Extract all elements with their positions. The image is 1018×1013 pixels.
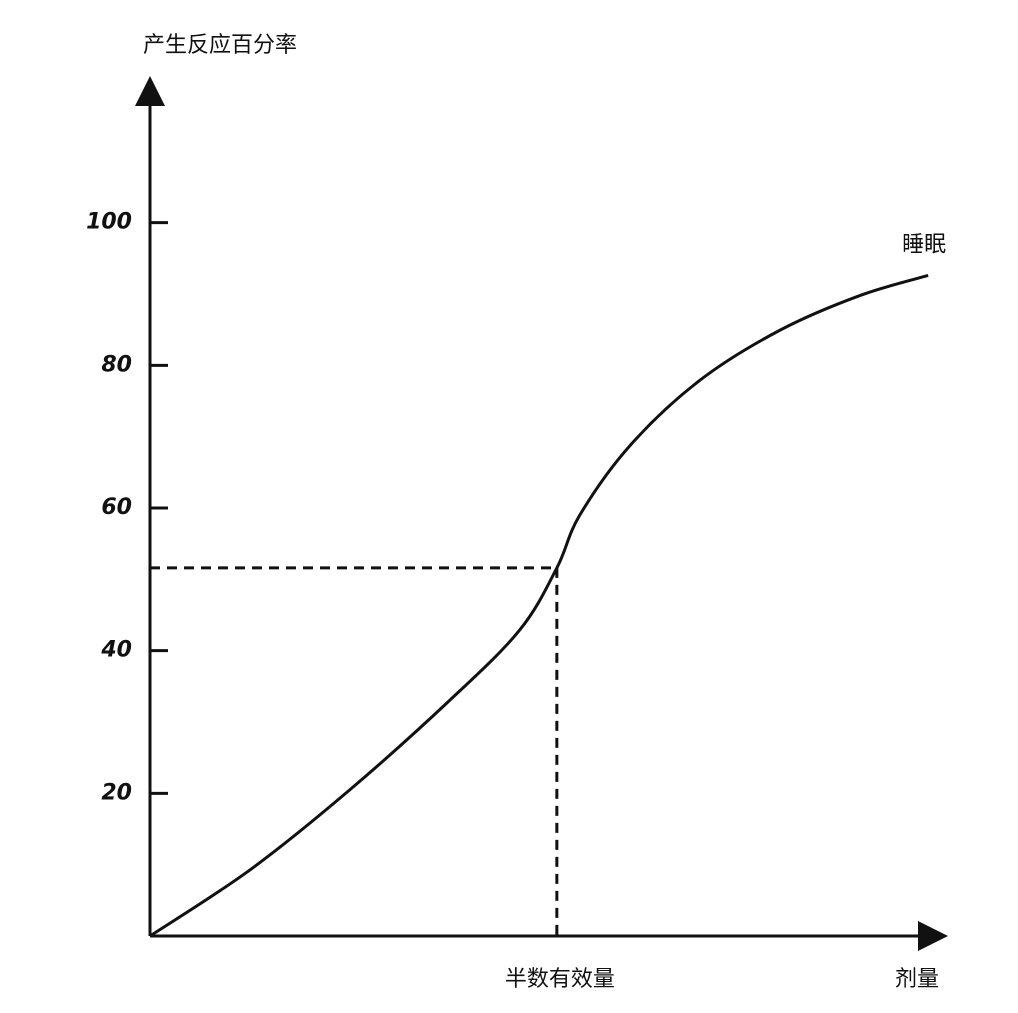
y-tick-label: 20 (101, 780, 132, 805)
curve (149, 274, 929, 938)
y-tick-label: 60 (101, 495, 132, 520)
y-tick-label: 80 (101, 352, 132, 377)
series-label: 睡眠 (902, 232, 946, 257)
reference-label: 半数有效量 (505, 967, 615, 992)
y-tick-label: 100 (86, 210, 132, 235)
x-axis-label: 剂量 (895, 967, 939, 992)
y-tick-label: 40 (100, 638, 132, 663)
y-axis-label: 产生反应百分率 (143, 33, 297, 58)
